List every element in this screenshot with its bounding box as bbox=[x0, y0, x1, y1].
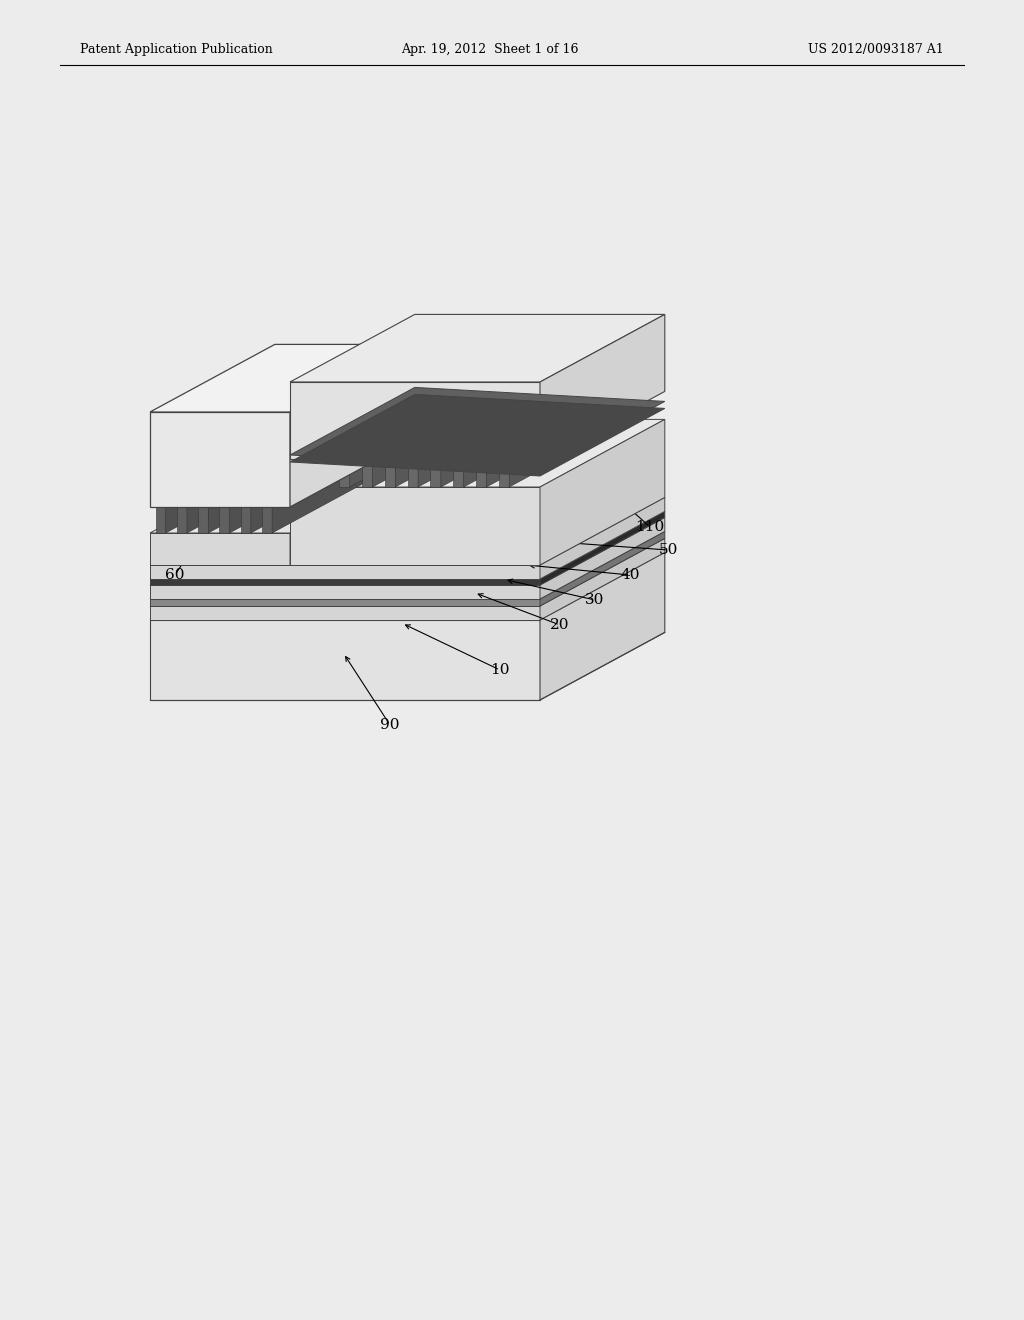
Polygon shape bbox=[150, 565, 540, 579]
Polygon shape bbox=[509, 392, 634, 487]
Polygon shape bbox=[385, 459, 395, 487]
Polygon shape bbox=[454, 459, 464, 487]
Polygon shape bbox=[251, 440, 376, 533]
Polygon shape bbox=[430, 459, 441, 487]
Polygon shape bbox=[350, 392, 474, 487]
Polygon shape bbox=[156, 507, 166, 533]
Text: US 2012/0093187 A1: US 2012/0093187 A1 bbox=[808, 44, 944, 57]
Polygon shape bbox=[208, 440, 333, 533]
Polygon shape bbox=[294, 459, 304, 487]
Polygon shape bbox=[362, 392, 498, 459]
Polygon shape bbox=[408, 392, 543, 459]
Polygon shape bbox=[499, 392, 634, 459]
Text: 20: 20 bbox=[550, 618, 569, 632]
Text: 100: 100 bbox=[591, 498, 620, 512]
Polygon shape bbox=[241, 440, 376, 507]
Polygon shape bbox=[290, 387, 665, 469]
Polygon shape bbox=[430, 392, 565, 459]
Polygon shape bbox=[219, 440, 354, 507]
Polygon shape bbox=[219, 507, 229, 533]
Polygon shape bbox=[150, 412, 290, 507]
Polygon shape bbox=[187, 440, 311, 533]
Polygon shape bbox=[229, 440, 354, 533]
Polygon shape bbox=[408, 459, 418, 487]
Polygon shape bbox=[150, 585, 540, 599]
Polygon shape bbox=[290, 395, 665, 477]
Polygon shape bbox=[373, 392, 498, 487]
Polygon shape bbox=[290, 466, 415, 565]
Polygon shape bbox=[540, 552, 665, 700]
Polygon shape bbox=[294, 392, 429, 459]
Polygon shape bbox=[150, 539, 665, 606]
Text: 50: 50 bbox=[658, 543, 678, 557]
Polygon shape bbox=[150, 533, 290, 565]
Polygon shape bbox=[385, 392, 520, 459]
Polygon shape bbox=[241, 507, 251, 533]
Text: Apr. 19, 2012  Sheet 1 of 16: Apr. 19, 2012 Sheet 1 of 16 bbox=[401, 44, 579, 57]
Polygon shape bbox=[150, 599, 540, 606]
Text: 10: 10 bbox=[490, 663, 510, 677]
Polygon shape bbox=[395, 392, 520, 487]
Polygon shape bbox=[150, 345, 415, 412]
Text: 80: 80 bbox=[321, 473, 340, 487]
Polygon shape bbox=[150, 532, 665, 599]
Polygon shape bbox=[339, 459, 350, 487]
Polygon shape bbox=[150, 498, 665, 565]
Text: 40: 40 bbox=[621, 568, 640, 582]
Polygon shape bbox=[418, 392, 543, 487]
Text: 110: 110 bbox=[635, 520, 665, 535]
Polygon shape bbox=[540, 539, 665, 620]
Polygon shape bbox=[199, 507, 208, 533]
Polygon shape bbox=[339, 392, 474, 459]
Polygon shape bbox=[272, 440, 397, 533]
Text: 90: 90 bbox=[380, 718, 399, 733]
Polygon shape bbox=[166, 440, 291, 533]
Polygon shape bbox=[540, 517, 665, 599]
Polygon shape bbox=[290, 345, 415, 507]
Polygon shape bbox=[150, 620, 540, 700]
Polygon shape bbox=[316, 459, 327, 487]
Polygon shape bbox=[540, 532, 665, 606]
Polygon shape bbox=[441, 392, 565, 487]
Polygon shape bbox=[362, 459, 373, 487]
Polygon shape bbox=[540, 420, 665, 565]
Polygon shape bbox=[150, 606, 540, 620]
Polygon shape bbox=[290, 487, 540, 565]
Polygon shape bbox=[454, 392, 589, 459]
Polygon shape bbox=[150, 511, 665, 579]
Polygon shape bbox=[304, 392, 429, 487]
Polygon shape bbox=[150, 579, 540, 585]
Text: Patent Application Publication: Patent Application Publication bbox=[80, 44, 272, 57]
Polygon shape bbox=[540, 498, 665, 579]
Text: Fig. 1 (Prior art): Fig. 1 (Prior art) bbox=[344, 401, 496, 420]
Polygon shape bbox=[150, 517, 665, 585]
Polygon shape bbox=[156, 440, 291, 507]
Polygon shape bbox=[290, 314, 665, 381]
Polygon shape bbox=[464, 392, 589, 487]
Polygon shape bbox=[199, 440, 333, 507]
Polygon shape bbox=[540, 314, 665, 459]
Text: 70: 70 bbox=[156, 539, 175, 552]
Polygon shape bbox=[476, 392, 611, 459]
Polygon shape bbox=[476, 459, 486, 487]
Polygon shape bbox=[540, 511, 665, 585]
Text: 60: 60 bbox=[165, 568, 184, 582]
Polygon shape bbox=[486, 392, 611, 487]
Polygon shape bbox=[327, 392, 452, 487]
Polygon shape bbox=[150, 552, 665, 620]
Polygon shape bbox=[177, 440, 311, 507]
Polygon shape bbox=[274, 345, 415, 440]
Polygon shape bbox=[290, 420, 665, 487]
Polygon shape bbox=[150, 466, 415, 533]
Polygon shape bbox=[262, 440, 397, 507]
Polygon shape bbox=[177, 507, 187, 533]
Polygon shape bbox=[316, 392, 452, 459]
Polygon shape bbox=[262, 507, 272, 533]
Polygon shape bbox=[290, 381, 540, 459]
Polygon shape bbox=[499, 459, 509, 487]
Text: 30: 30 bbox=[586, 593, 605, 607]
